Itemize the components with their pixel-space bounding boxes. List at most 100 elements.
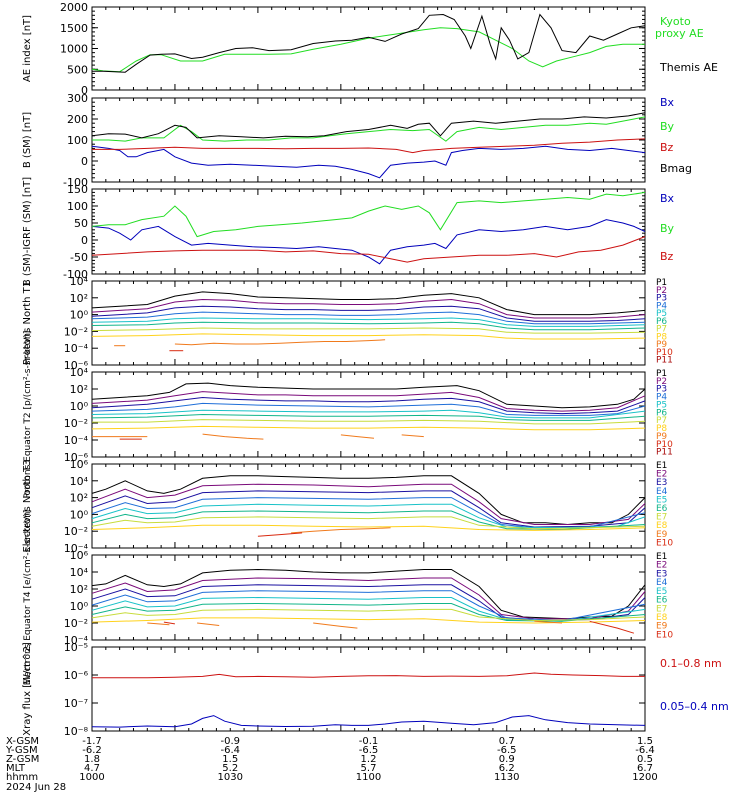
y-tick-label: 10⁻⁴: [64, 434, 89, 447]
panel-frame: [91, 646, 646, 732]
eph-value-hhmm: 1130: [494, 772, 519, 783]
series-0-1-0-8-nm: [92, 672, 645, 679]
legend-e10: E10: [656, 630, 673, 640]
legend-p5: P5: [656, 309, 667, 319]
legend-p9: P9: [656, 432, 667, 442]
eph-value-hhmm: 1030: [218, 772, 243, 783]
eph-value-mlt: 5.7: [361, 763, 377, 774]
y-tick-label: 10²: [70, 583, 88, 596]
y-tick-label: 1500: [60, 22, 88, 35]
series-e9: [147, 622, 170, 626]
y-axis-label: Protons North T1: [22, 281, 33, 365]
series-e4: [91, 590, 646, 622]
y-tick-label: 0: [81, 84, 88, 97]
legend-p4: P4: [656, 393, 667, 403]
y-tick-label: 10⁰: [70, 508, 89, 521]
y-tick-label: 2000: [60, 1, 88, 14]
series-e7: [91, 608, 646, 622]
legend-e9: E9: [656, 622, 668, 632]
legend-by: By: [660, 222, 675, 235]
eph-value-mlt: 5.2: [222, 763, 238, 774]
series-e2: [91, 483, 646, 525]
legend-bz: Bz: [660, 250, 674, 263]
legend-e1: E1: [656, 461, 667, 471]
legend-xray-short: 0.05–0.4 nm: [660, 700, 729, 713]
legend-p5: P5: [656, 400, 667, 410]
y-tick-label: 10⁻⁴: [64, 634, 89, 647]
series-p9: [174, 339, 386, 346]
series-p5: [91, 317, 646, 327]
y-axis-label: B (SM)-IGRF (SM) [nT]: [22, 177, 33, 286]
legend-p7: P7: [656, 416, 667, 426]
series-e7: [91, 516, 646, 530]
y-axis-label: B (SM) [nT]: [22, 112, 33, 168]
legend-kyoto-2: proxy AE: [655, 27, 704, 40]
series-p5: [91, 409, 646, 419]
series-e6: [91, 510, 646, 531]
legend-p3: P3: [656, 385, 667, 395]
eph-label-mlt: MLT: [6, 763, 26, 774]
series-p7: [91, 327, 646, 334]
series-e10: [589, 620, 635, 634]
legend-themis: Themis AE: [659, 61, 718, 74]
series-p6: [91, 413, 646, 421]
legend-e8: E8: [656, 613, 668, 623]
eph-value-x: -0.9: [220, 736, 240, 747]
eph-value-hhmm: 1000: [79, 772, 104, 783]
legend-e3: E3: [656, 478, 667, 488]
y-axis-label: Xray flux [W/m^2]: [22, 642, 33, 736]
y-tick-label: 10⁰: [70, 600, 89, 613]
series-e9: [313, 622, 358, 629]
series-p2: [91, 298, 646, 319]
legend-e1: E1: [656, 552, 667, 562]
legend-e4: E4: [656, 487, 668, 497]
panel-frame: [91, 371, 646, 458]
series-e10: [163, 621, 175, 625]
series-0-05-0-4-nm: [91, 715, 646, 728]
eph-value-x: -1.7: [82, 736, 102, 747]
series-p2: [91, 391, 646, 412]
series-e5: [91, 503, 646, 529]
series-bx: [91, 219, 646, 265]
series-by: [91, 191, 646, 238]
series-p8: [91, 425, 646, 431]
y-axis-label: Electrons North T3: [22, 459, 33, 552]
series-bz: [91, 236, 646, 263]
panel-bsm: -100 0 100 200 300 B (SM) [nT] Bx By Bz Bmag: [22, 92, 692, 189]
eph-value-z: 1.5: [222, 754, 238, 765]
y-tick-label: 10⁶: [70, 549, 89, 562]
eph-value-z: 1.2: [361, 754, 377, 765]
legend-p4: P4: [656, 301, 667, 311]
series-e9: [291, 527, 391, 534]
eph-value-mlt: 4.7: [84, 763, 100, 774]
eph-label-xgsm: X-GSM: [6, 736, 39, 747]
y-axis-label: Electrons Equator T4 [e/(cm²-s-sr-keV)]: [23, 510, 33, 686]
legend-by: By: [660, 120, 675, 133]
series-e1: [91, 475, 646, 526]
eph-value-y: -6.2: [82, 745, 102, 756]
y-tick-label: 0: [81, 155, 88, 168]
eph-value-z: 0.9: [499, 754, 515, 765]
series-p1: [91, 382, 646, 409]
legend-bz: Bz: [660, 141, 674, 154]
legend-p8: P8: [656, 332, 667, 342]
series-e3: [91, 490, 646, 528]
legend-p2: P2: [656, 377, 667, 387]
legend-e2: E2: [656, 561, 667, 571]
panel-frame: [91, 554, 646, 641]
y-tick-label: 50: [74, 217, 88, 230]
y-tick-label: 10⁴: [70, 566, 89, 579]
legend-p7: P7: [656, 325, 667, 335]
series-by: [92, 116, 646, 142]
y-tick-label: 200: [67, 113, 88, 126]
y-axis-label: Protons Equator T2 [p/(cm²-s-sr-keV)]: [23, 331, 33, 499]
series-e9: [534, 620, 563, 624]
series-e4: [91, 497, 646, 529]
panel-bigrf: -100 -50 0 50 100 150 B (SM)-IGRF (SM) [nT] Bx B…: [22, 177, 675, 286]
y-tick-label: 10⁻²: [64, 325, 88, 338]
legend-e7: E7: [656, 604, 667, 614]
panel-ee: 10⁻⁴ 10⁻² 10⁰ 10² 10⁴ 10⁶ Electrons Equator T4…: [23, 510, 673, 686]
eph-label-hhmm: hhmm: [6, 772, 38, 783]
